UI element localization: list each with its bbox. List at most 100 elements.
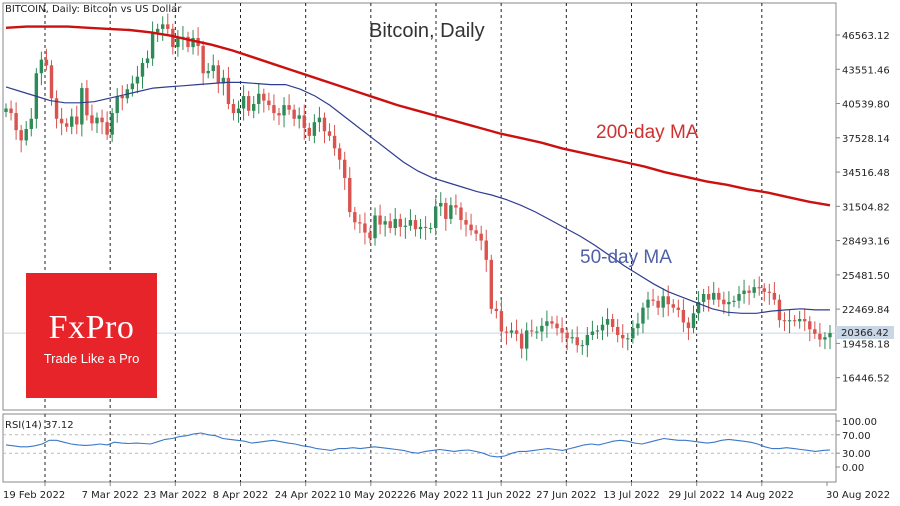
candle-body bbox=[484, 240, 488, 260]
candles bbox=[4, 13, 832, 361]
price-badge: 20366.42 bbox=[841, 328, 889, 339]
candle-body bbox=[717, 292, 721, 300]
candle-body bbox=[327, 131, 332, 136]
candle-body bbox=[105, 122, 109, 135]
candle-body bbox=[787, 320, 792, 322]
candle-body bbox=[358, 222, 362, 224]
candle-body bbox=[747, 290, 751, 293]
candle-body bbox=[580, 345, 584, 347]
rsi-header: RSI(14) 37.12 bbox=[5, 420, 74, 431]
candle-body bbox=[140, 63, 145, 77]
y-tick-label: 31504.82 bbox=[842, 202, 890, 213]
logo-name: FxPro bbox=[48, 309, 135, 346]
candle-body bbox=[530, 330, 534, 332]
candle-body bbox=[494, 308, 499, 312]
candle-body bbox=[808, 321, 812, 330]
candle-body bbox=[29, 118, 33, 130]
ma200-line bbox=[5, 25, 831, 207]
candle-body bbox=[302, 115, 306, 128]
candle-body bbox=[155, 28, 160, 33]
candle-body bbox=[701, 293, 706, 302]
y-tick-label: 43551.46 bbox=[842, 65, 890, 76]
candle-body bbox=[322, 117, 327, 132]
candle-body bbox=[626, 338, 630, 340]
candle-body bbox=[504, 331, 509, 333]
candle-body bbox=[752, 287, 756, 293]
candle-body bbox=[64, 123, 69, 127]
candle-body bbox=[772, 292, 777, 300]
candle-body bbox=[317, 117, 322, 123]
price-badge-bg bbox=[836, 326, 894, 339]
candle-body bbox=[449, 205, 453, 219]
candle-body bbox=[348, 177, 352, 213]
candle-body bbox=[540, 325, 544, 332]
candle-body bbox=[757, 287, 761, 289]
candle-body bbox=[499, 311, 504, 332]
candle-body bbox=[782, 320, 787, 322]
ma50-label: 50-day MA bbox=[580, 247, 672, 268]
y-tick-label: 16446.52 bbox=[842, 374, 890, 385]
candle-body bbox=[474, 230, 478, 234]
candle-body bbox=[75, 116, 79, 125]
x-tick-label: 23 Mar 2022 bbox=[144, 490, 207, 501]
candle-body bbox=[4, 108, 8, 112]
candle-body bbox=[216, 65, 221, 84]
candle-body bbox=[691, 313, 696, 329]
candle-body bbox=[130, 83, 135, 90]
candle-body bbox=[797, 319, 802, 322]
y-tick-label: 37528.14 bbox=[842, 134, 890, 145]
candle-body bbox=[206, 70, 210, 74]
candle-body bbox=[727, 301, 731, 305]
candle-body bbox=[353, 212, 357, 223]
x-tick-label: 26 May 2022 bbox=[403, 490, 468, 501]
candle-body bbox=[550, 321, 554, 324]
candle-body bbox=[661, 296, 665, 308]
candle-body bbox=[686, 322, 691, 329]
candle-body bbox=[722, 299, 726, 305]
candle-body bbox=[828, 333, 832, 338]
candle-body bbox=[605, 319, 610, 325]
candle-body bbox=[100, 117, 104, 123]
candle-body bbox=[166, 24, 170, 29]
candle-body bbox=[161, 24, 165, 29]
candle-body bbox=[706, 293, 711, 300]
candle-body bbox=[514, 330, 519, 334]
x-tick-label: 27 Jun 2022 bbox=[536, 490, 596, 501]
candle-body bbox=[600, 324, 605, 331]
candle-body bbox=[737, 293, 741, 301]
candle-body bbox=[454, 205, 458, 208]
candle-body bbox=[696, 301, 701, 314]
x-tick-label: 10 May 2022 bbox=[338, 490, 403, 501]
candle-body bbox=[246, 96, 251, 111]
candle-body bbox=[282, 105, 286, 116]
candle-body bbox=[636, 323, 640, 329]
candle-body bbox=[732, 300, 736, 302]
candle-body bbox=[464, 220, 468, 225]
candle-body bbox=[307, 127, 312, 136]
candle-body bbox=[211, 65, 215, 71]
candle-body bbox=[792, 320, 797, 322]
candle-body bbox=[90, 115, 94, 124]
logo-tagline: Trade Like a Pro bbox=[43, 351, 140, 366]
y-tick-label: 28493.16 bbox=[842, 237, 890, 248]
candle-body bbox=[226, 77, 231, 104]
x-tick-label: 7 Mar 2022 bbox=[82, 490, 139, 501]
candle-body bbox=[433, 206, 438, 229]
chart-header: BITCOIN, Daily: Bitcoin vs US Dollar bbox=[5, 4, 182, 15]
candle-body bbox=[565, 332, 569, 339]
candle-body bbox=[393, 218, 397, 229]
candle-body bbox=[631, 328, 635, 339]
candle-body bbox=[292, 109, 296, 119]
candle-body bbox=[428, 228, 433, 230]
candle-body bbox=[479, 233, 483, 241]
candle-body bbox=[413, 220, 418, 230]
candle-body bbox=[646, 299, 650, 308]
candle-body bbox=[231, 103, 236, 114]
candle-body bbox=[575, 337, 579, 346]
candle-body bbox=[570, 337, 574, 339]
candle-body bbox=[297, 115, 301, 119]
ma50-line bbox=[5, 81, 830, 314]
candle-body bbox=[110, 113, 114, 135]
y-tick-label: 19458.18 bbox=[842, 339, 890, 350]
candle-body bbox=[712, 292, 716, 300]
